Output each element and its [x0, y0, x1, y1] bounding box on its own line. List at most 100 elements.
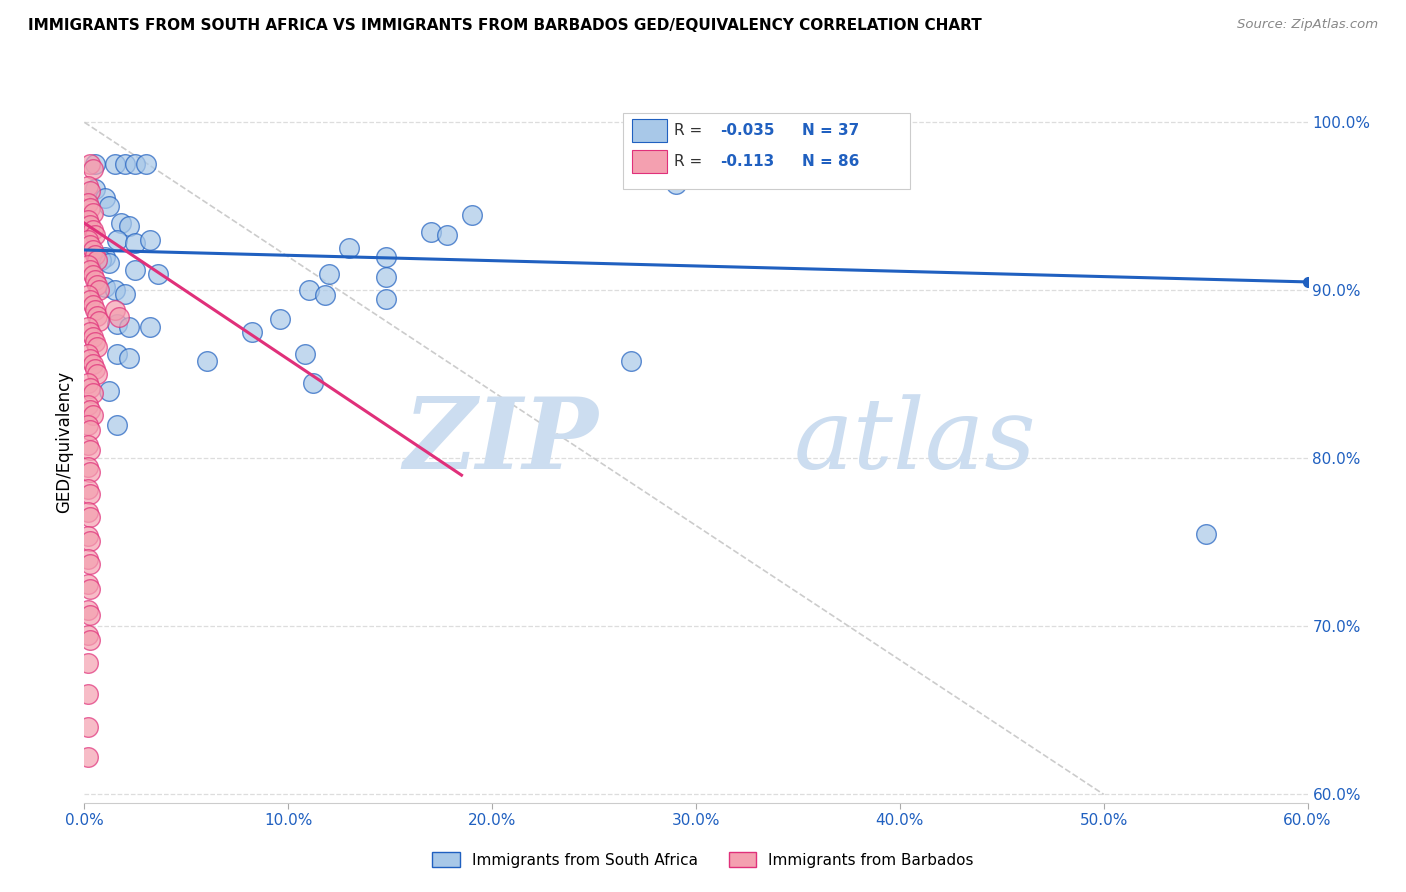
Point: [124, 157, 146, 171]
Point: [114, 157, 136, 171]
Text: -0.035: -0.035: [720, 123, 775, 138]
Point: [146, 267, 169, 281]
Point: [706, 157, 728, 171]
Point: [77, 438, 100, 452]
Point: [79, 486, 101, 500]
Point: [77, 212, 100, 227]
Point: [79, 201, 101, 215]
Point: [675, 157, 697, 171]
Point: [97, 199, 120, 213]
Text: N = 37: N = 37: [803, 123, 859, 138]
Point: [77, 459, 100, 474]
Point: [77, 258, 100, 272]
Text: IMMIGRANTS FROM SOUTH AFRICA VS IMMIGRANTS FROM BARBADOS GED/EQUIVALENCY CORRELA: IMMIGRANTS FROM SOUTH AFRICA VS IMMIGRAN…: [28, 18, 981, 33]
Point: [82, 385, 104, 400]
Point: [104, 303, 127, 318]
Point: [79, 263, 101, 277]
Point: [79, 465, 101, 479]
Text: R =: R =: [673, 123, 707, 138]
Point: [108, 310, 131, 325]
Text: Source: ZipAtlas.com: Source: ZipAtlas.com: [1237, 18, 1378, 31]
Point: [93, 250, 115, 264]
Bar: [623, 112, 910, 189]
Text: ZIP: ZIP: [404, 393, 598, 490]
Point: [82, 330, 104, 344]
Point: [93, 280, 115, 294]
Point: [86, 368, 108, 382]
Point: [77, 376, 100, 390]
Point: [77, 417, 100, 432]
Point: [77, 528, 100, 542]
Point: [838, 157, 860, 171]
Point: [420, 225, 443, 239]
Point: [83, 248, 105, 262]
Point: [87, 313, 110, 327]
Point: [118, 320, 141, 334]
Point: [436, 227, 458, 242]
Point: [807, 157, 830, 171]
Point: [766, 157, 789, 171]
Point: [461, 208, 484, 222]
Point: [97, 384, 120, 398]
Point: [298, 283, 321, 297]
Point: [86, 278, 108, 293]
Point: [97, 256, 120, 270]
Y-axis label: GED/Equivalency: GED/Equivalency: [55, 370, 73, 513]
Point: [82, 268, 104, 283]
Bar: [633, 151, 666, 173]
Point: [118, 219, 141, 234]
Point: [83, 227, 105, 242]
Point: [77, 233, 100, 247]
Point: [79, 442, 101, 457]
Point: [339, 241, 361, 255]
Point: [79, 632, 101, 647]
Point: [138, 233, 160, 247]
Point: [124, 263, 146, 277]
Point: [77, 482, 100, 496]
Point: [86, 341, 108, 355]
Point: [77, 657, 100, 671]
Point: [82, 243, 104, 257]
Point: [77, 602, 100, 616]
Point: [93, 191, 115, 205]
Point: [86, 253, 108, 268]
Point: [105, 417, 128, 432]
Point: [77, 288, 100, 302]
Point: [77, 320, 100, 334]
Point: [86, 309, 108, 323]
Point: [79, 352, 101, 367]
Point: [87, 283, 110, 297]
Point: [79, 184, 101, 198]
Point: [104, 157, 127, 171]
Point: [110, 216, 132, 230]
Point: [83, 182, 105, 196]
Point: [104, 283, 127, 297]
Text: -0.113: -0.113: [720, 154, 775, 169]
Point: [375, 269, 398, 284]
Point: [124, 236, 146, 251]
Point: [77, 552, 100, 566]
Point: [77, 720, 100, 734]
Point: [77, 577, 100, 591]
Text: atlas: atlas: [794, 394, 1036, 489]
Point: [105, 317, 128, 331]
Point: [77, 179, 100, 194]
Point: [82, 223, 104, 237]
Point: [79, 238, 101, 252]
Point: [83, 362, 105, 376]
Point: [82, 162, 104, 177]
Legend: Immigrants from South Africa, Immigrants from Barbados: Immigrants from South Africa, Immigrants…: [425, 844, 981, 875]
Point: [83, 273, 105, 287]
Point: [301, 376, 323, 390]
Point: [83, 303, 105, 318]
Point: [240, 326, 263, 340]
Point: [1195, 527, 1218, 541]
Point: [79, 157, 101, 171]
Point: [118, 351, 141, 365]
Point: [82, 408, 104, 422]
Text: R =: R =: [673, 154, 707, 169]
Point: [294, 347, 316, 361]
Point: [105, 347, 128, 361]
Point: [82, 357, 104, 371]
Point: [79, 402, 101, 417]
